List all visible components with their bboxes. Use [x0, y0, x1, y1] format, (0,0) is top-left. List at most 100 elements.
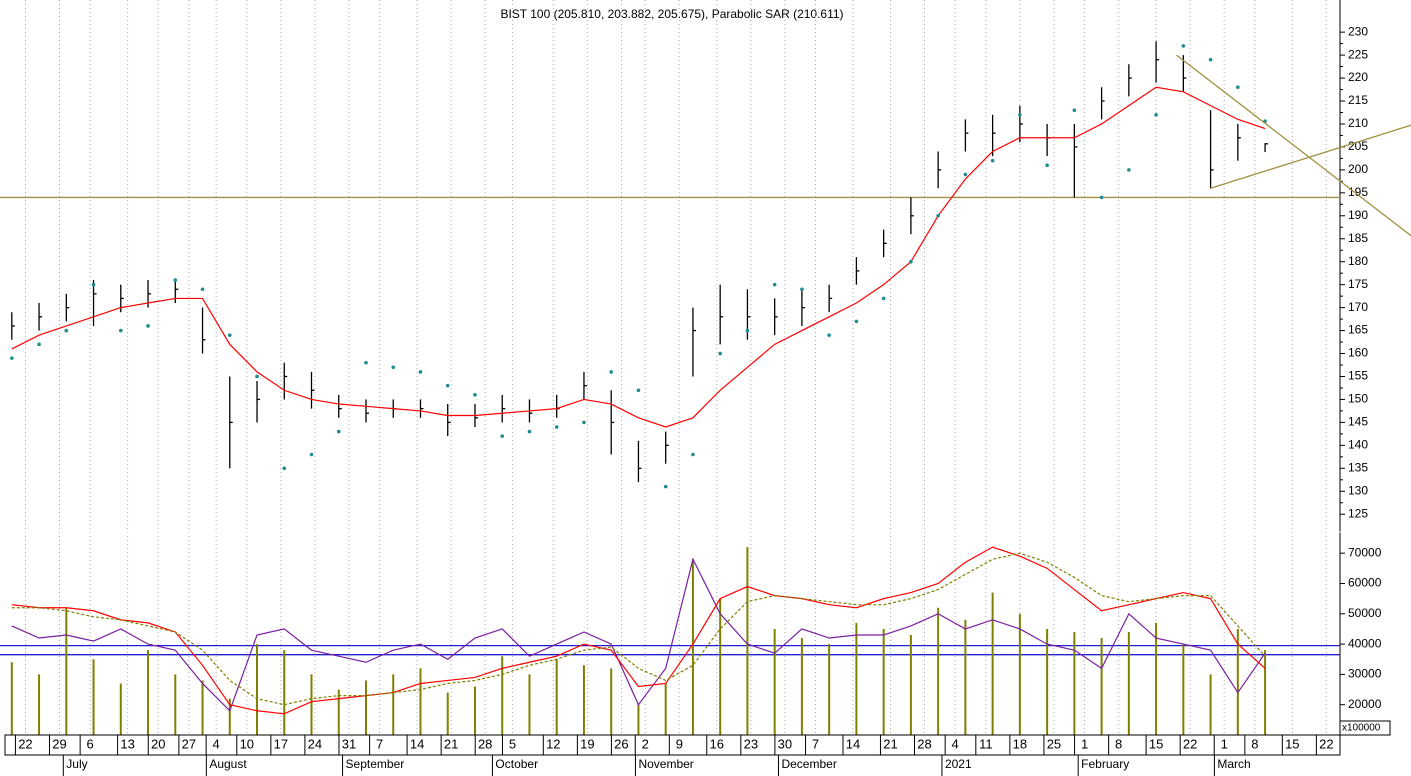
y-tick-label: 170	[1348, 300, 1368, 314]
sar-dot	[936, 213, 940, 218]
sar-dot	[37, 342, 41, 347]
sar-dot	[1181, 44, 1186, 48]
y-tick-label: 125	[1348, 506, 1368, 520]
sar-dot	[772, 282, 777, 287]
sar-dot	[582, 420, 586, 425]
y-tick-label: 30000	[1348, 667, 1382, 681]
y-tick-label: 160	[1348, 346, 1368, 360]
month-label: October	[495, 757, 538, 771]
sar-dot	[1045, 163, 1049, 168]
sar-dot	[691, 452, 695, 457]
x-tick-label: 15	[1285, 736, 1299, 751]
x-tick-label: 7	[376, 736, 383, 751]
sar-dot	[91, 282, 96, 287]
sar-dot	[227, 333, 232, 337]
sar-dot	[1099, 195, 1104, 200]
x-tick-label: 8	[1251, 736, 1258, 751]
x-tick-label: 30	[778, 736, 792, 751]
sar-dot	[554, 425, 559, 429]
moving-average	[11, 86, 1266, 428]
x-tick-label: 28	[917, 736, 931, 751]
x-tick-label: 27	[182, 736, 196, 751]
sar-dot	[663, 484, 668, 489]
y-tick-label: 140	[1348, 438, 1368, 452]
month-label: March	[1217, 757, 1250, 771]
x-tick-label: 15	[1149, 736, 1163, 751]
x-tick-label: 21	[883, 736, 897, 751]
y-tick-label: 165	[1348, 323, 1368, 337]
x-tick-label: 8	[1115, 736, 1122, 751]
x-tick-label: 18	[1013, 736, 1027, 751]
y-tick-label: 210	[1348, 116, 1368, 130]
sar-dot	[473, 393, 477, 397]
sar-dot	[64, 328, 69, 333]
sar-dot	[282, 466, 287, 471]
y-tick-label: 185	[1348, 231, 1368, 245]
y-tick-label: 205	[1348, 139, 1368, 153]
y-tick-label: 130	[1348, 483, 1368, 497]
sar-dot	[1236, 85, 1240, 90]
x-tick-label: 22	[18, 736, 32, 751]
y-tick-label: 190	[1348, 208, 1368, 222]
chart-title: BIST 100 (205.810, 203.882, 205.675), Pa…	[500, 7, 843, 21]
x-axis-box	[4, 734, 1341, 756]
sar-dot	[1154, 112, 1158, 117]
x-tick-label: 1	[1081, 736, 1088, 751]
sar-dot	[146, 324, 150, 328]
sar-dot	[200, 287, 205, 292]
unit-box	[1339, 720, 1391, 736]
trend-line	[1210, 124, 1411, 189]
month-label: September	[346, 757, 405, 771]
sar-dot	[609, 370, 613, 374]
x-tick-label: 26	[614, 736, 628, 751]
y-tick-label: 155	[1348, 369, 1368, 383]
x-tick-label: 23	[744, 736, 758, 751]
x-tick-label: 14	[410, 736, 424, 751]
sar-dot	[445, 383, 450, 388]
y-tick-label: 150	[1348, 392, 1368, 406]
y-tick-label: 195	[1348, 185, 1368, 199]
month-label: December	[781, 757, 836, 771]
sar-dot	[800, 287, 804, 292]
trend-line	[1176, 54, 1411, 237]
sar-dot	[364, 360, 368, 365]
y-tick-label: 220	[1348, 70, 1368, 84]
sar-dot	[854, 319, 859, 324]
y-tick-label: 70000	[1348, 545, 1382, 559]
sar-dot	[827, 333, 831, 337]
y-tick-label: 145	[1348, 415, 1368, 429]
y-tick-label: 20000	[1348, 697, 1382, 711]
x-tick-label: 4	[952, 736, 959, 751]
x-tick-label: 1	[1221, 736, 1228, 751]
x-tick-label: 12	[546, 736, 560, 751]
y-tick-label: 225	[1348, 47, 1368, 61]
month-label: February	[1081, 757, 1129, 771]
x-tick-label: 14	[846, 736, 860, 751]
indicator-line	[11, 552, 1266, 706]
x-tick-label: 6	[87, 736, 94, 751]
sar-dot	[909, 259, 913, 264]
x-tick-label: 5	[509, 736, 516, 751]
x-tick-label: 10	[240, 736, 254, 751]
indicator-line	[11, 557, 1266, 712]
y-tick-label: 40000	[1348, 636, 1382, 650]
x-tick-label: 22	[1319, 736, 1333, 751]
sar-dot	[173, 278, 178, 282]
x-tick-label: 16	[710, 736, 724, 751]
sar-dot	[500, 434, 505, 438]
y-tick-label: 200	[1348, 162, 1368, 176]
y-tick-label: 180	[1348, 254, 1368, 268]
y-tick-label: 230	[1348, 24, 1368, 38]
x-tick-label: 2	[642, 736, 649, 751]
sar-dot	[418, 370, 423, 374]
sar-dot	[990, 158, 995, 163]
y-tick-label: 60000	[1348, 576, 1382, 590]
sar-dot	[309, 452, 314, 457]
y-tick-label: 50000	[1348, 606, 1382, 620]
x-tick-label: 19	[580, 736, 594, 751]
y-tick-label: 215	[1348, 93, 1368, 107]
unit-label: x100000	[1342, 723, 1381, 734]
sar-dot	[1018, 112, 1022, 117]
y-tick-label: 175	[1348, 277, 1368, 291]
x-tick-label: 24	[308, 736, 322, 751]
